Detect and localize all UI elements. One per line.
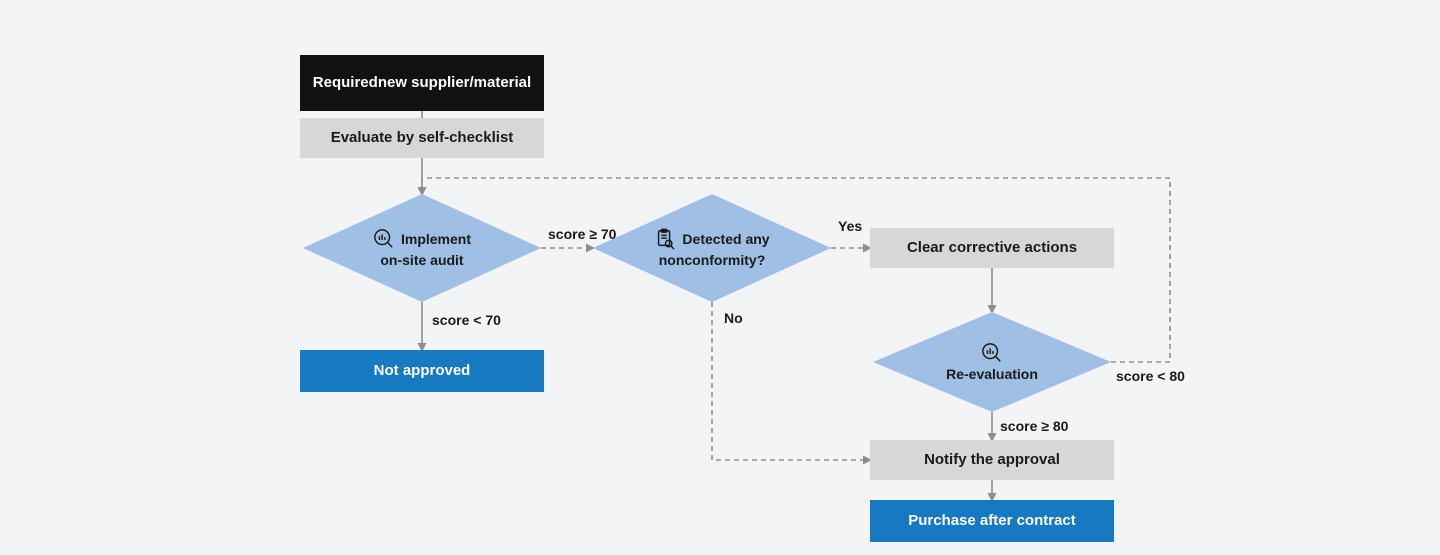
node-text-line: Not approved xyxy=(374,362,471,381)
node-re-evaluation: Re-evaluation xyxy=(873,312,1111,412)
node-text-line: on-site audit xyxy=(380,252,463,268)
node-purchase-after-contract: Purchase after contract xyxy=(870,500,1114,542)
node-text-line: Required xyxy=(313,74,378,93)
chart-magnify-icon xyxy=(981,342,1003,364)
node-text-line: Clear corrective actions xyxy=(907,239,1077,258)
node-implement-audit: Implement on-site audit xyxy=(303,194,541,302)
chart-magnify-icon xyxy=(373,228,395,250)
node-text-line: Purchase after contract xyxy=(908,512,1076,531)
node-text-line: Notify the approval xyxy=(924,451,1060,470)
node-self-checklist: Evaluate by self-checklist xyxy=(300,118,544,158)
flowchart-stage: Requirednew supplier/material Evaluate b… xyxy=(0,0,1440,555)
node-text-line: Re-evaluation xyxy=(946,366,1038,382)
node-text-line: nonconformity? xyxy=(659,252,766,268)
node-start-required: Requirednew supplier/material xyxy=(300,55,544,111)
node-text-line: Implement xyxy=(401,231,471,247)
node-detect-nonconformity: Detected any nonconformity? xyxy=(593,194,831,302)
edge-label-yes: Yes xyxy=(838,218,862,234)
clipboard-magnify-icon xyxy=(654,228,676,250)
node-text-line: Evaluate by self-checklist xyxy=(331,129,514,148)
node-notify-approval: Notify the approval xyxy=(870,440,1114,480)
node-not-approved: Not approved xyxy=(300,350,544,392)
edge-label-no: No xyxy=(724,310,743,326)
node-text-line: new supplier/material xyxy=(378,74,531,93)
edge-label-score-lt-80: score < 80 xyxy=(1116,368,1185,384)
edge-label-score-lt-70: score < 70 xyxy=(432,312,501,328)
node-text-line: Detected any xyxy=(682,231,769,247)
edge-label-score-ge-80: score ≥ 80 xyxy=(1000,418,1068,434)
node-clear-corrective: Clear corrective actions xyxy=(870,228,1114,268)
edge-label-score-ge-70: score ≥ 70 xyxy=(548,226,616,242)
